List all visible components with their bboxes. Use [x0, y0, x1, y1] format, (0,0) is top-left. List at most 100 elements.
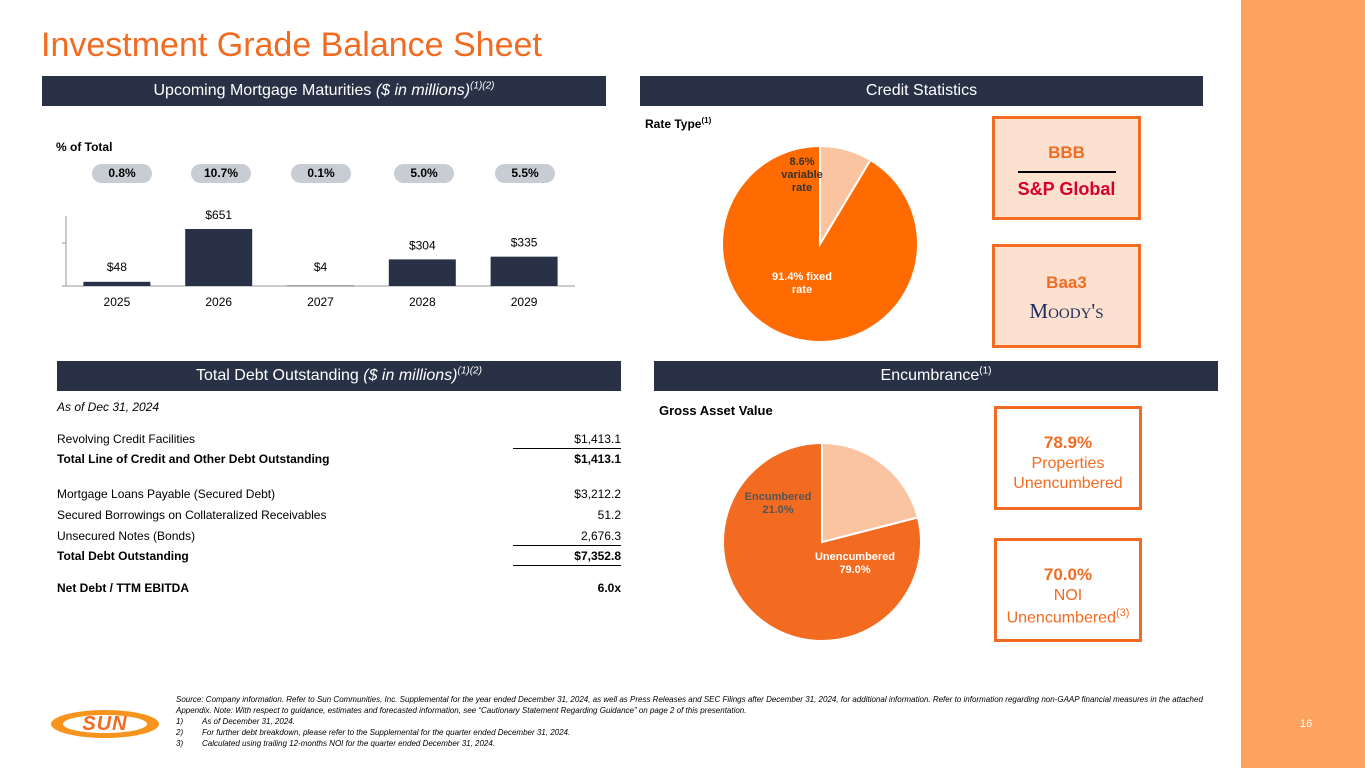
properties-unencumbered-box: 78.9% Properties Unencumbered [994, 406, 1142, 510]
footnote-text: Calculated using trailing 12-months NOI … [202, 739, 496, 748]
debt-row-unsecured-notes: Unsecured Notes (Bonds) 2,676.3 [57, 527, 621, 546]
properties-unencumbered-value: 78.9% [1043, 433, 1093, 452]
page-number: 16 [1300, 718, 1313, 730]
pie-slice-label-line: Unencumbered [815, 551, 895, 563]
pie-slice-1 [819, 144, 872, 248]
debt-row-label: Total Line of Credit and Other Debt Outs… [57, 452, 330, 466]
debt-row-value: $7,352.8 [513, 547, 621, 566]
sun-logo-text: SUN [82, 713, 128, 735]
footer-notes: Source: Company information. Refer to Su… [176, 694, 1216, 749]
encumbrance-header-sup: (1) [979, 365, 992, 377]
debt-row-revolving: Revolving Credit Facilities $1,413.1 [57, 430, 621, 449]
sp-global-logo: S&P Global [1017, 179, 1116, 199]
bar-2029 [490, 256, 558, 286]
maturities-header-text: Upcoming Mortgage Maturities [153, 82, 372, 99]
debt-row-label: Mortgage Loans Payable (Secured Debt) [57, 487, 276, 501]
footnote-text: For further debt breakdown, please refer… [202, 728, 571, 737]
rate-type-label: Rate Type(1) [645, 116, 711, 131]
noi-unencumbered-value: 70.0% [1043, 565, 1093, 584]
footnote-1: 1) As of December 31, 2024. [176, 716, 1216, 727]
pct-pill-2027: 0.1% [291, 164, 351, 183]
x-tick-label-2029: 2029 [511, 295, 538, 309]
rate-type-label-sup: (1) [701, 116, 712, 125]
x-tick-label-2028: 2028 [409, 295, 436, 309]
noi-unencumbered-sup: (3) [1115, 607, 1130, 619]
side-strip [1241, 0, 1365, 768]
bar-value-label-2025: $48 [107, 260, 127, 274]
debt-row-total-line-of-credit: Total Line of Credit and Other Debt Outs… [57, 450, 621, 468]
bar-value-label-2027: $4 [314, 260, 328, 274]
maturities-header: Upcoming Mortgage Maturities ($ in milli… [42, 76, 606, 106]
pct-pill-2025: 0.8% [92, 164, 152, 183]
footnote-number: 1) [176, 717, 184, 726]
pie-slice-label-line: Encumbered [745, 491, 812, 503]
page-title: Investment Grade Balance Sheet [41, 26, 542, 64]
bar-2028 [388, 259, 456, 286]
debt-header-sup: (1)(2) [457, 365, 482, 377]
debt-row-label: Unsecured Notes (Bonds) [57, 529, 196, 543]
noi-unencumbered-line1: NOI [1053, 587, 1083, 604]
encumbrance-pie-chart: Unencumbered 79.0% Encumbered 21.0% [722, 441, 922, 642]
debt-row-label: Net Debt / TTM EBITDA [57, 581, 189, 595]
debt-row-value: 6.0x [597, 581, 621, 595]
moodys-rating-box: Baa3 Moody's [992, 244, 1141, 348]
encumbrance-header: Encumbrance(1) [654, 361, 1218, 391]
footnote-2: 2) For further debt breakdown, please ref… [176, 727, 1216, 738]
sun-logo: SUN [50, 709, 160, 739]
pct-pill-2028: 5.0% [394, 164, 454, 183]
debt-row-total-debt: Total Debt Outstanding $7,352.8 [57, 547, 621, 566]
pie-slice-label-line: rate [792, 182, 812, 194]
pct-pill-2026: 10.7% [191, 164, 251, 183]
pct-of-total-label: % of Total [56, 140, 113, 154]
noi-unencumbered-line2: Unencumbered [1006, 609, 1116, 627]
x-tick-label-2027: 2027 [307, 295, 334, 309]
pie-slice-label-1: Encumbered 21.0% [745, 491, 812, 516]
moodys-logo: Moody's [1029, 299, 1104, 323]
credit-header-text: Credit Statistics [865, 82, 978, 99]
pie-slice-1 [821, 441, 920, 544]
gross-asset-value-label: Gross Asset Value [659, 403, 773, 418]
debt-row-value: $1,413.1 [574, 452, 621, 466]
pie-slice-label-line: 91.4% fixed [772, 271, 832, 283]
pie-slice-label-1: 8.6% variable rate [781, 156, 823, 194]
properties-unencumbered-line1: Properties [1031, 455, 1105, 472]
bar-2025 [83, 281, 151, 286]
encumbrance-header-text: Encumbrance [880, 367, 980, 384]
maturities-header-sup: (1)(2) [470, 80, 495, 92]
pie-slice-label-0: 91.4% fixed rate [772, 271, 832, 296]
debt-row-net-debt-ebitda: Net Debt / TTM EBITDA 6.0x [57, 579, 621, 597]
bar-2026 [185, 229, 253, 286]
pie-slice-label-line: 79.0% [839, 564, 870, 576]
debt-row-value: $3,212.2 [574, 487, 621, 501]
debt-row-label: Revolving Credit Facilities [57, 432, 196, 446]
pie-slice-label-line: 21.0% [762, 504, 793, 516]
rate-type-label-text: Rate Type [645, 117, 702, 131]
pie-slice-0 [722, 441, 922, 642]
pie-slice-label-line: rate [792, 284, 812, 296]
debt-row-value: $1,413.1 [513, 430, 621, 449]
debt-row-label: Total Debt Outstanding [57, 549, 189, 563]
sp-divider [1017, 171, 1116, 173]
bar-value-label-2026: $651 [205, 208, 232, 222]
credit-header: Credit Statistics [640, 76, 1203, 106]
footer-source: Source: Company information. Refer to Su… [176, 695, 1203, 715]
noi-unencumbered-line2-wrap: Unencumbered(3) [997, 607, 1139, 627]
bar-value-label-2028: $304 [409, 238, 436, 252]
debt-header: Total Debt Outstanding ($ in millions)(1… [57, 361, 621, 391]
maturities-header-units: ($ in millions) [375, 82, 471, 99]
debt-row-mortgage-loans: Mortgage Loans Payable (Secured Debt) $3… [57, 485, 621, 503]
x-tick-label-2025: 2025 [104, 295, 131, 309]
debt-row-value: 51.2 [597, 508, 621, 522]
footnote-number: 3) [176, 739, 184, 748]
x-tick-label-2026: 2026 [205, 295, 232, 309]
pie-slice-label-line: 8.6% [789, 156, 814, 168]
properties-unencumbered-line2: Unencumbered [1013, 475, 1123, 492]
sp-rating-box: BBB S&P Global [992, 116, 1141, 220]
debt-header-units: ($ in millions) [363, 367, 458, 384]
maturities-bar-chart: $48 2025 $651 2026 $4 2027 $304 2028 $335 2029 [62, 208, 575, 309]
as-of-date: As of Dec 31, 2024 [57, 400, 160, 414]
pie-slice-label-0: Unencumbered 79.0% [815, 551, 895, 576]
bar-2027 [287, 285, 354, 287]
footnote-number: 2) [176, 728, 184, 737]
